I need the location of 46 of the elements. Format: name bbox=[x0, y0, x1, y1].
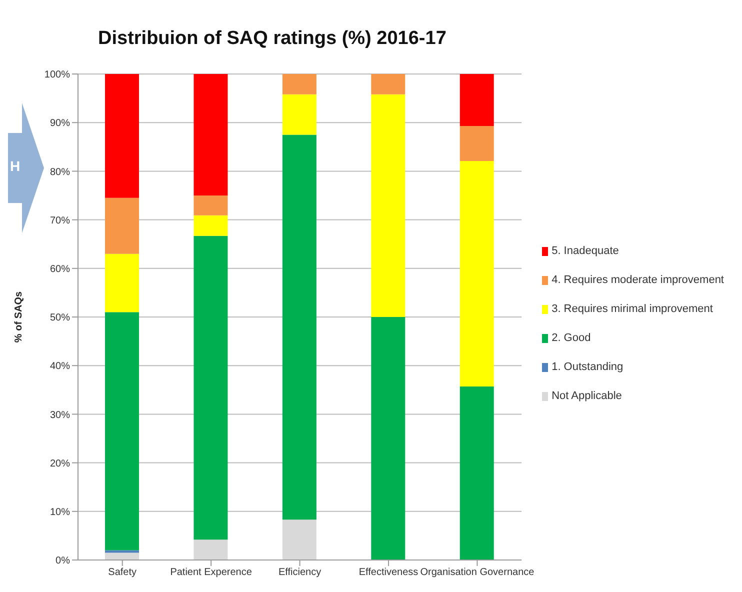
y-tick-label: 40% bbox=[50, 361, 70, 372]
y-tick-label: 70% bbox=[50, 215, 70, 226]
text: H bbox=[10, 158, 20, 174]
bar bbox=[371, 317, 406, 560]
bar bbox=[105, 74, 139, 198]
y-tick-label: 20% bbox=[50, 458, 70, 470]
x-tick-label: Safety bbox=[108, 567, 137, 578]
y-tick-label: 10% bbox=[50, 506, 70, 518]
bar bbox=[282, 520, 316, 560]
bar bbox=[194, 215, 228, 236]
legend-label: Not Applicable bbox=[552, 390, 622, 402]
bar bbox=[460, 160, 494, 386]
legend-label: 2. Good bbox=[552, 332, 591, 344]
bar bbox=[282, 74, 316, 94]
y-tick-label: 0% bbox=[56, 556, 70, 567]
bar bbox=[194, 74, 228, 196]
bar bbox=[371, 74, 406, 94]
bar bbox=[460, 386, 494, 560]
bar bbox=[460, 126, 494, 161]
y-tick-label: 30% bbox=[50, 410, 70, 421]
legend-label: 1. Outstanding bbox=[552, 361, 624, 373]
chart-title: Distribuion of SAQ ratings (%) 2016-17 bbox=[98, 28, 446, 50]
x-tick-label: Patient Experence bbox=[170, 567, 252, 578]
y-tick-label: 90% bbox=[50, 118, 70, 130]
y-tick-label: 100% bbox=[44, 70, 70, 81]
bar bbox=[282, 134, 316, 520]
y-tick-label: 60% bbox=[50, 264, 70, 275]
x-tick-label: Organisation Governance bbox=[420, 567, 535, 578]
bar bbox=[460, 74, 494, 126]
bar bbox=[371, 94, 406, 317]
y-tick-label: 50% bbox=[50, 312, 70, 324]
bar bbox=[105, 312, 139, 550]
legend-label: 5. Inadequate bbox=[552, 245, 619, 257]
legend-label: 3. Requires mirimal improvement bbox=[552, 303, 713, 315]
legend-label: 4. Requires moderate improvement bbox=[552, 274, 724, 286]
bar bbox=[194, 540, 228, 560]
bar bbox=[282, 94, 316, 135]
bar bbox=[105, 254, 139, 312]
y-axis-title: % of SAQs bbox=[14, 291, 25, 343]
bar bbox=[194, 196, 228, 216]
bar bbox=[105, 198, 139, 254]
bar bbox=[194, 236, 228, 540]
x-tick-label: Effectiveness bbox=[358, 567, 418, 578]
bar bbox=[105, 552, 139, 560]
y-tick-label: 80% bbox=[50, 166, 70, 178]
x-tick-label: Efficiency bbox=[278, 567, 322, 578]
